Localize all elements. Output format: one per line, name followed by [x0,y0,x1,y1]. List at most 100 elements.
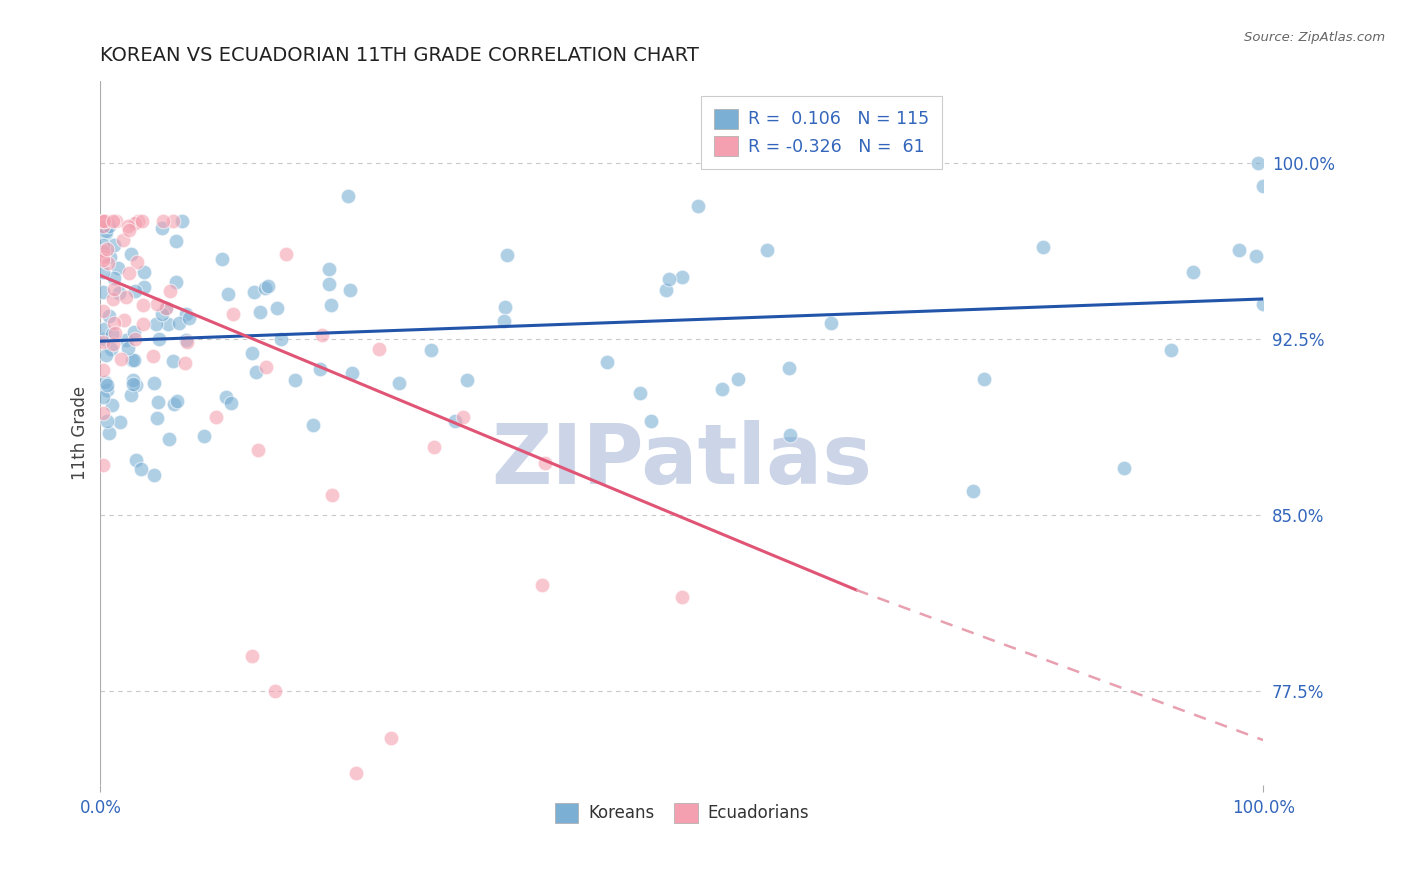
Point [146,395,169,409]
Point [388,376,411,391]
Point [91,334,114,349]
Point [162,354,184,368]
Point [131,214,153,228]
Point [1227,243,1250,257]
Point [159,284,181,298]
Point [117,341,139,355]
Point [107,285,129,300]
Point [1160,343,1182,357]
Point [101,398,124,412]
Point [247,443,270,458]
Point [302,418,325,433]
Point [124,353,146,368]
Point [94,376,117,390]
Point [253,280,276,294]
Point [112,313,135,327]
Point [339,283,361,297]
Point [165,275,187,289]
Point [124,285,146,299]
Point [148,332,170,346]
Point [121,353,143,368]
Point [91,458,114,472]
Point [162,214,184,228]
Point [152,214,174,228]
Point [91,390,114,404]
Point [973,371,995,385]
Point [150,221,173,235]
Point [165,234,187,248]
Text: Source: ZipAtlas.com: Source: ZipAtlas.com [1244,31,1385,45]
Point [444,414,467,428]
Point [456,373,478,387]
Point [595,355,617,369]
Point [120,247,142,261]
Point [103,336,125,351]
Point [245,365,267,379]
Point [91,214,114,228]
Point [640,414,662,428]
Point [533,456,555,470]
Point [453,410,475,425]
Point [132,265,155,279]
Point [157,318,180,332]
Point [146,297,169,311]
Point [204,410,226,425]
Point [142,349,165,363]
Point [270,332,292,346]
Point [125,378,148,392]
Point [1032,240,1054,254]
Legend: Koreans, Ecuadorians: Koreans, Ecuadorians [548,797,815,830]
Point [311,328,333,343]
Point [112,233,135,247]
Point [101,326,124,341]
Point [122,373,145,387]
Point [249,304,271,318]
Point [94,348,117,362]
Point [93,322,115,336]
Point [658,272,681,286]
Point [531,578,554,592]
Point [240,648,263,663]
Point [211,252,233,266]
Point [115,290,138,304]
Point [93,332,115,346]
Point [778,361,800,376]
Point [779,427,801,442]
Point [711,382,734,396]
Point [155,301,177,315]
Point [686,198,709,212]
Point [91,219,114,234]
Point [117,219,139,233]
Point [96,226,118,240]
Point [174,355,197,369]
Point [319,298,342,312]
Point [162,397,184,411]
Point [105,214,128,228]
Point [820,316,842,330]
Point [727,372,749,386]
Point [124,332,146,346]
Point [98,250,121,264]
Point [132,280,155,294]
Point [170,213,193,227]
Point [104,326,127,340]
Point [115,333,138,347]
Point [97,309,120,323]
Point [103,238,125,252]
Point [494,314,516,328]
Point [174,307,197,321]
Point [321,488,343,502]
Text: ZIPatlas: ZIPatlas [491,420,872,501]
Point [496,248,519,262]
Point [495,300,517,314]
Point [110,416,132,430]
Point [96,383,118,397]
Point [94,214,117,228]
Point [91,252,114,267]
Point [367,342,389,356]
Point [1244,249,1267,263]
Point [318,262,340,277]
Point [1112,461,1135,475]
Point [97,219,120,233]
Point [103,282,125,296]
